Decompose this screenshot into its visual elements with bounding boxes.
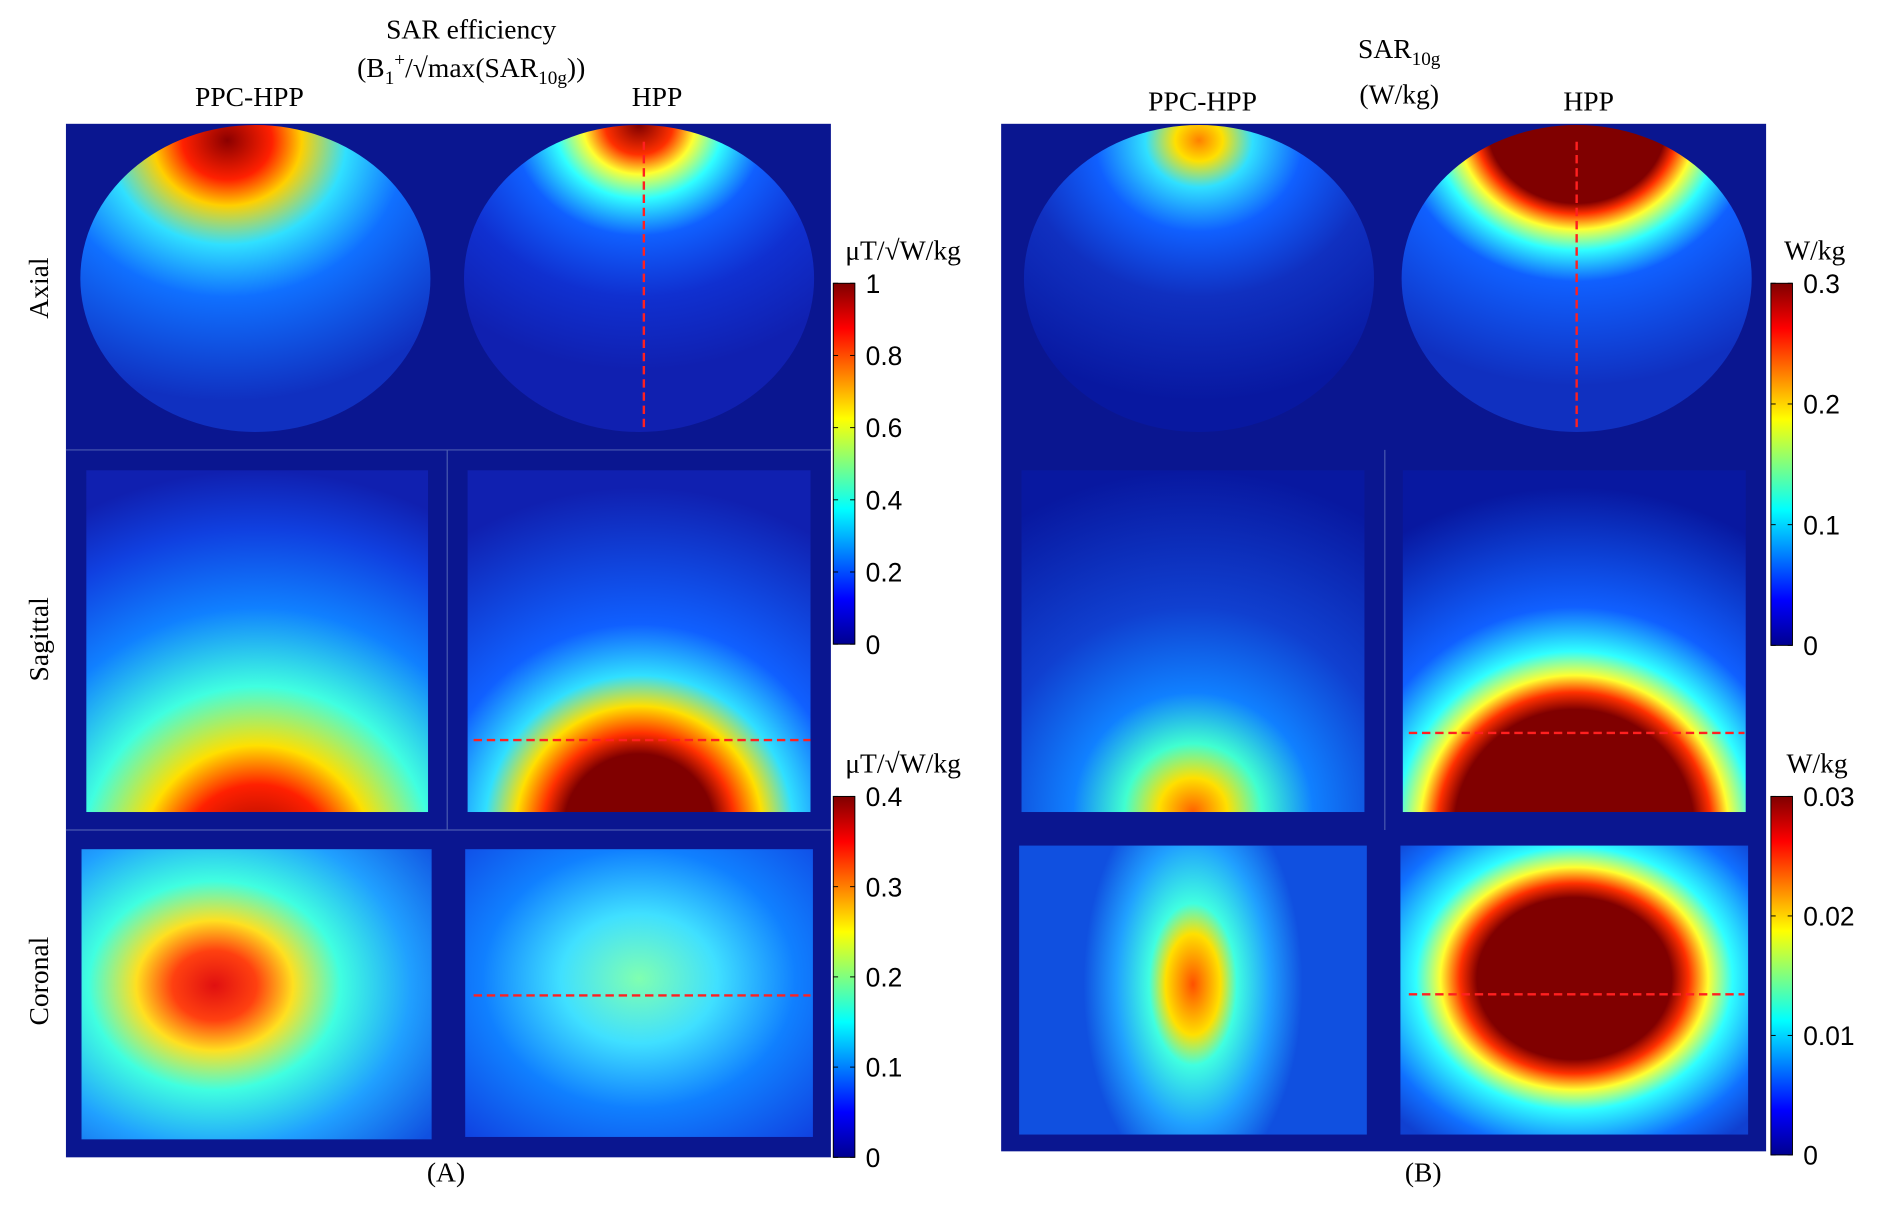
- heatmap: [1019, 845, 1367, 1135]
- panel-formula: (B1+/√max(SAR10g)): [357, 50, 585, 89]
- tick-label: 0.1: [1803, 510, 1840, 540]
- heatmap: [80, 125, 431, 432]
- column-label: HPP: [1563, 86, 1614, 117]
- colorbar: [1770, 282, 1793, 646]
- heatmap: [465, 849, 813, 1137]
- heatmap: [464, 125, 815, 432]
- heatmap: [81, 849, 432, 1140]
- heatmap: [1021, 470, 1365, 813]
- tick-label: 0: [866, 630, 881, 660]
- formula-part: 10g: [1412, 49, 1441, 70]
- tick-label: 0.02: [1803, 902, 1854, 932]
- panel-title: SAR efficiency: [386, 14, 556, 45]
- colorbar-unit: W/kg: [1786, 747, 1847, 778]
- tick-label: 0: [1803, 631, 1818, 661]
- heatmap: [1023, 125, 1375, 432]
- panel-title: (W/kg): [1359, 78, 1439, 109]
- caption: (B): [1405, 1156, 1442, 1187]
- tick-label: 0: [866, 1143, 881, 1173]
- profile-lines: [473, 141, 811, 997]
- row-label: Sagittal: [23, 597, 54, 682]
- caption: (A): [427, 1156, 465, 1187]
- heatmap: [1400, 845, 1749, 1135]
- formula-part: (B: [357, 52, 385, 83]
- tick-label: 0.4: [866, 782, 903, 812]
- tick-label: 1: [866, 269, 881, 299]
- panel-b-maps: [1001, 123, 1767, 1152]
- tick-label: 0.4: [866, 485, 903, 515]
- tick-label: 0.8: [866, 341, 903, 371]
- heatmap: [86, 470, 429, 813]
- tick-label: 0.03: [1803, 782, 1854, 812]
- colorbar: [832, 282, 856, 645]
- column-label: HPP: [632, 81, 683, 112]
- heatmap: [1402, 470, 1746, 813]
- tick-label: 0: [1803, 1141, 1818, 1171]
- row-label: Coronal: [23, 936, 54, 1025]
- formula-part: SAR: [1358, 33, 1412, 64]
- colorbar-unit: W/kg: [1784, 234, 1845, 265]
- formula-part: 10g: [538, 68, 567, 89]
- formula-part: /√max(SAR: [405, 52, 539, 83]
- heatmap: [467, 470, 811, 813]
- panel-formula: SAR10g: [1358, 33, 1441, 70]
- formula-part: )): [567, 52, 585, 83]
- tick-label: 0.01: [1803, 1021, 1854, 1051]
- column-label: PPC-HPP: [1148, 86, 1257, 117]
- tick-label: 0.2: [1803, 390, 1840, 420]
- tick-label: 0.3: [866, 872, 903, 902]
- tick-label: 0.2: [866, 558, 903, 588]
- profile-lines: [1408, 141, 1745, 996]
- tick-label: 0.3: [1803, 269, 1840, 299]
- colorbar-unit: μT/√W/kg: [845, 234, 961, 265]
- tick-label: 0.6: [866, 413, 903, 443]
- panel-a-maps: [65, 123, 831, 1158]
- colorbar: [1770, 795, 1793, 1156]
- column-label: PPC-HPP: [195, 81, 304, 112]
- row-label: Axial: [23, 257, 54, 319]
- formula-part: +: [394, 50, 405, 71]
- tick-label: 0.1: [866, 1053, 903, 1083]
- colorbar-unit: μT/√W/kg: [845, 747, 961, 778]
- tick-label: 0.2: [866, 962, 903, 992]
- formula-part: 1: [385, 68, 395, 89]
